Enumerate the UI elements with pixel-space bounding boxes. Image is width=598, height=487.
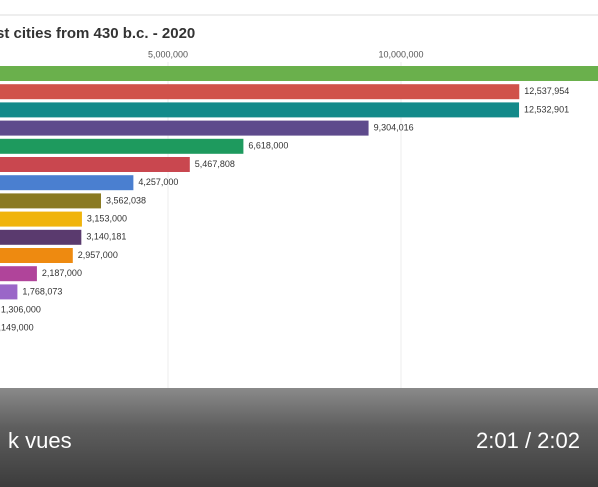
value-label: 1,149,000: [0, 323, 34, 333]
x-tick-label: 10,000,000: [378, 49, 423, 59]
timestamp: 2:01 / 2:02: [476, 428, 580, 453]
bar: [0, 66, 598, 81]
value-label: 9,304,016: [374, 122, 414, 132]
bar: [0, 248, 73, 263]
bar: [0, 175, 134, 191]
value-label: 6,618,000: [248, 141, 288, 151]
value-label: 3,153,000: [87, 213, 127, 223]
value-label: 2,957,000: [78, 250, 118, 260]
bar: [0, 229, 82, 245]
bar: [0, 138, 244, 154]
bar: [0, 120, 369, 136]
value-label: 12,532,901: [524, 104, 569, 114]
value-label: 5,467,808: [195, 159, 235, 169]
value-label: 3,562,038: [106, 195, 146, 205]
bar: [0, 157, 190, 172]
bar: [0, 84, 520, 100]
video-controls[interactable]: k vues 2:01 / 2:02: [0, 388, 598, 487]
value-label: 2,187,000: [42, 268, 82, 278]
value-label: 1,306,000: [1, 304, 41, 314]
x-tick-label: 5,000,000: [148, 49, 188, 59]
chart-title: st cities from 430 b.c. - 2020: [0, 25, 195, 42]
value-label: 12,537,954: [524, 86, 569, 96]
bar: [0, 102, 520, 118]
bar: [0, 284, 18, 300]
value-label: 4,257,000: [138, 177, 178, 187]
bar: [0, 193, 101, 209]
bar: [0, 211, 82, 227]
value-label: 3,140,181: [86, 232, 126, 242]
view-count: k vues: [8, 428, 72, 453]
value-label: 1,768,073: [22, 286, 62, 296]
bar: [0, 266, 37, 282]
